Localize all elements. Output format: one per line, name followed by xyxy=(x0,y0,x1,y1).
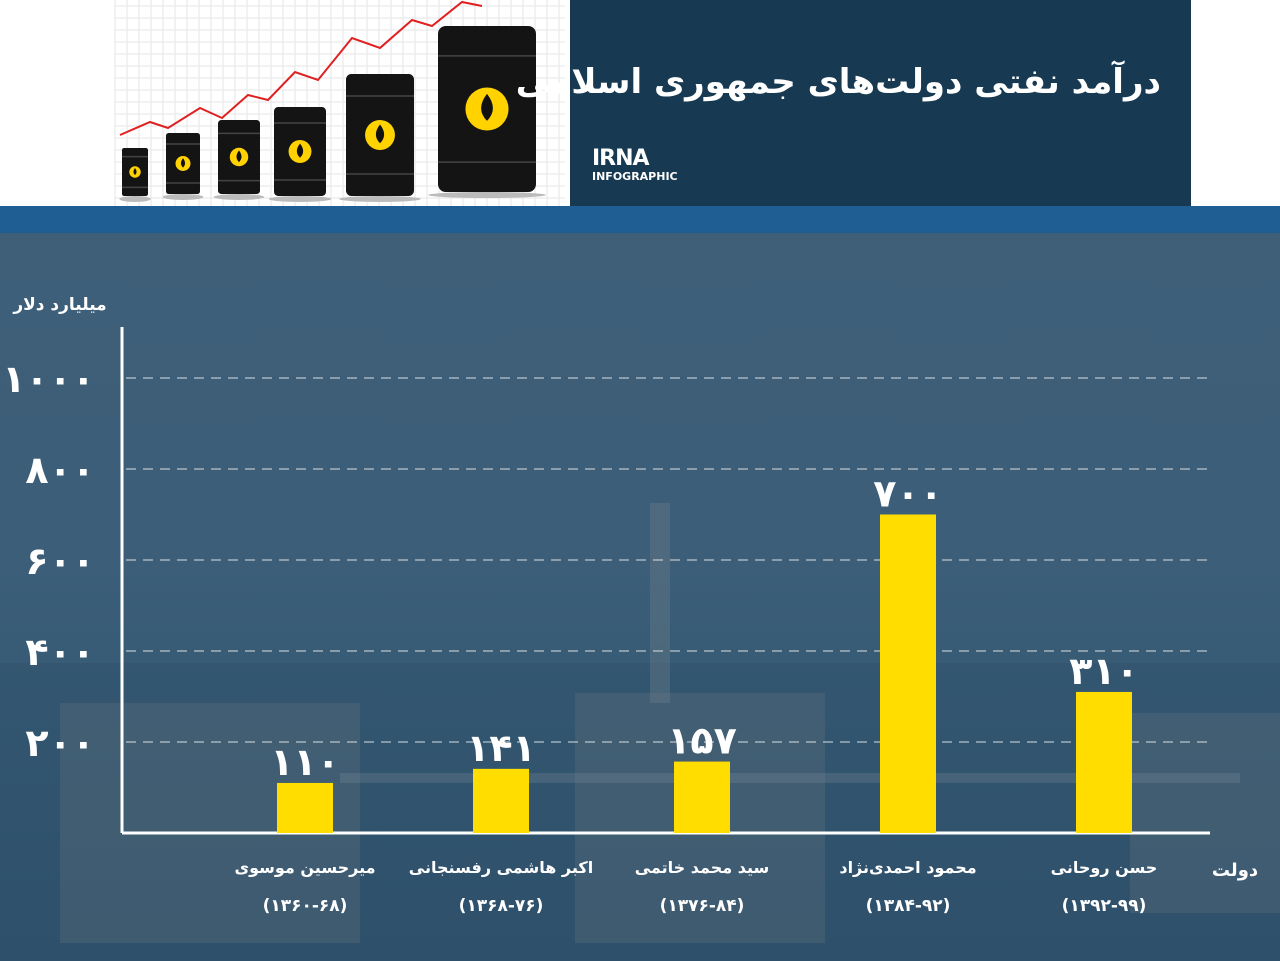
oil-drop-icon xyxy=(133,167,137,176)
y-tick-label: ۶۰۰ xyxy=(25,539,95,583)
category-period-label: (۱۳۶۰-۶۸) xyxy=(263,896,348,916)
category-label: اکبر هاشمی رفسنجانی xyxy=(409,858,593,877)
y-tick-label: ۱۰۰۰ xyxy=(2,357,95,401)
bar xyxy=(277,782,333,833)
oil-drop-icon xyxy=(296,143,304,158)
category-period-label: (۱۳۸۴-۹۲) xyxy=(866,896,951,916)
category-period-label: (۱۳۹۲-۹۹) xyxy=(1062,896,1147,916)
irna-logo: IRNA INFOGRAPHIC xyxy=(592,148,678,184)
bar-value-label: ۱۴۱ xyxy=(466,726,536,770)
bar-chart: ۲۰۰ ۴۰۰ ۶۰۰ ۸۰۰ ۱۰۰۰ میلیارد دلار دولت ۱۱۰ میرحس… xyxy=(0,295,1280,961)
y-tick-label: ۲۰۰ xyxy=(25,721,95,765)
category-period-label: (۱۳۶۸-۷۶) xyxy=(459,896,544,916)
oil-barrels-illustration xyxy=(0,0,570,206)
flare-tower xyxy=(650,503,670,703)
barrel-shadow xyxy=(268,196,332,202)
bar xyxy=(880,514,936,833)
bar-value-label: ۷۰۰ xyxy=(873,472,943,516)
bar-value-label: ۱۵۷ xyxy=(667,719,737,763)
category-period-label: (۱۳۷۶-۸۴) xyxy=(660,896,745,916)
chart-area: ۲۰۰ ۴۰۰ ۶۰۰ ۸۰۰ ۱۰۰۰ میلیارد دلار دولت ۱۱۰ میرحس… xyxy=(0,233,1280,961)
bridge-silhouette xyxy=(340,773,1240,783)
trend-line xyxy=(119,0,483,136)
bar xyxy=(1076,691,1132,833)
oil-drop-icon xyxy=(180,158,186,168)
category-label: محمود احمدی‌نژاد xyxy=(839,858,976,877)
barrel-shadow xyxy=(339,196,421,202)
y-axis-label: میلیارد دلار xyxy=(12,295,106,315)
brand-subtitle: INFOGRAPHIC xyxy=(592,170,678,183)
barrel-shadow xyxy=(162,194,204,200)
barrel-shadow xyxy=(213,194,265,200)
oil-drop-icon xyxy=(236,150,242,163)
bar-value-label: ۱۱۰ xyxy=(270,740,340,784)
category-label: سید محمد خاتمی xyxy=(635,858,770,877)
category-label: حسن روحانی xyxy=(1051,858,1158,877)
barrels-graphic xyxy=(114,0,565,206)
x-axis-label: دولت xyxy=(1212,860,1258,881)
bar xyxy=(674,761,730,833)
platform-silhouette xyxy=(1130,713,1280,913)
header: درآمد نفتی دولت‌های جمهوری اسلامی IRNA I… xyxy=(0,0,1280,206)
header-band xyxy=(0,206,1280,233)
y-tick-label: ۸۰۰ xyxy=(25,448,95,492)
category-label: میرحسین موسوی xyxy=(234,858,375,877)
sea-shade xyxy=(0,663,1280,961)
barrel-shadow xyxy=(119,196,151,202)
barrel-shadow xyxy=(428,192,546,198)
header-panel: درآمد نفتی دولت‌های جمهوری اسلامی IRNA I… xyxy=(516,0,1191,206)
oil-drop-icon xyxy=(481,93,493,121)
bar-value-label: ۳۱۰ xyxy=(1069,649,1139,693)
page-title: درآمد نفتی دولت‌های جمهوری اسلامی xyxy=(515,62,1161,102)
y-tick-label: ۴۰۰ xyxy=(25,630,95,674)
bar xyxy=(473,768,529,833)
oil-drop-icon xyxy=(375,124,385,144)
brand-name: IRNA xyxy=(592,146,650,171)
